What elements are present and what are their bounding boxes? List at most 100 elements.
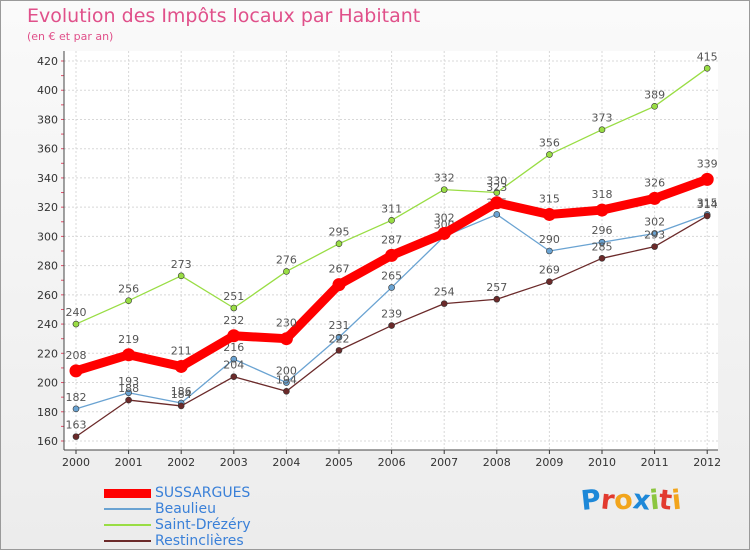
data-point-restinclieres: [125, 396, 132, 404]
data-point-saint-drezery: [546, 151, 553, 158]
y-tick-label: 200: [37, 377, 58, 390]
data-label-saint-drezery: 240: [66, 306, 87, 319]
data-label-sussargues: 302: [434, 211, 455, 224]
data-point-beaulieu: [598, 238, 606, 246]
data-label-sussargues: 208: [66, 349, 87, 362]
y-tick-label: 340: [37, 172, 58, 185]
data-label-sussargues: 219: [118, 333, 139, 346]
data-point-saint-drezery: [283, 268, 290, 275]
data-point-saint-drezery: [493, 189, 501, 196]
data-label-beaulieu: 231: [329, 319, 350, 332]
legend-label: Saint-Drézéry: [155, 517, 251, 533]
data-point-saint-drezery: [335, 240, 343, 247]
data-point-sussargues: [69, 364, 83, 378]
data-label-saint-drezery: 273: [171, 258, 192, 271]
y-tick-label: 320: [37, 201, 58, 214]
data-label-restinclieres: 285: [592, 240, 613, 253]
data-label-sussargues: 267: [329, 263, 350, 276]
x-tick-label: 2005: [325, 456, 353, 469]
data-label-saint-drezery: 389: [644, 88, 665, 101]
x-tick-label: 2007: [430, 456, 458, 469]
data-point-restinclieres: [177, 402, 185, 410]
y-tick-label: 360: [37, 143, 58, 156]
data-label-sussargues: 339: [697, 157, 718, 170]
data-label-restinclieres: 222: [329, 332, 350, 345]
data-point-sussargues: [542, 207, 556, 221]
x-tick-label: 2002: [167, 456, 195, 469]
data-point-sussargues: [279, 332, 293, 346]
data-point-beaulieu: [546, 247, 553, 255]
data-label-restinclieres: 163: [66, 419, 87, 432]
data-point-saint-drezery: [703, 65, 711, 72]
x-tick-label: 2003: [220, 456, 248, 469]
data-label-saint-drezery: 276: [276, 253, 297, 266]
x-tick-label: 2009: [535, 456, 563, 469]
x-tick-label: 2001: [115, 456, 143, 469]
data-label-sussargues: 287: [381, 233, 402, 246]
data-point-beaulieu: [125, 389, 132, 397]
legend-swatch: [104, 488, 151, 498]
logo-letter: i: [670, 484, 684, 517]
data-point-beaulieu: [230, 355, 238, 363]
data-label-restinclieres: 239: [381, 308, 402, 321]
data-point-restinclieres: [388, 322, 395, 329]
data-point-restinclieres: [493, 295, 501, 303]
y-tick-label: 180: [37, 406, 58, 419]
data-label-beaulieu: 193: [118, 375, 139, 388]
chart-subtitle: (en € et par an): [27, 30, 114, 43]
data-point-restinclieres: [703, 212, 711, 220]
data-label-sussargues: 232: [223, 314, 244, 327]
data-label-restinclieres: 257: [486, 281, 507, 294]
data-label-restinclieres: 269: [539, 264, 560, 277]
data-point-restinclieres: [546, 278, 553, 285]
data-point-sussargues: [332, 278, 346, 292]
data-label-saint-drezery: 356: [539, 137, 560, 150]
data-label-restinclieres: 314: [697, 198, 718, 211]
y-tick-label: 420: [37, 55, 58, 68]
data-point-saint-drezery: [125, 297, 132, 304]
data-point-restinclieres: [283, 388, 290, 395]
y-tick-label: 280: [37, 260, 58, 273]
data-point-beaulieu: [72, 405, 80, 413]
data-point-saint-drezery: [440, 186, 448, 193]
data-point-saint-drezery: [651, 103, 658, 110]
y-tick-label: 380: [37, 113, 58, 126]
x-tick-label: 2000: [62, 456, 90, 469]
data-point-sussargues: [437, 226, 451, 240]
data-label-restinclieres: 194: [276, 373, 297, 386]
data-point-sussargues: [648, 191, 662, 205]
y-tick-label: 300: [37, 230, 58, 243]
data-label-saint-drezery: 251: [223, 290, 244, 303]
data-point-restinclieres: [230, 373, 238, 380]
data-point-beaulieu: [651, 230, 658, 237]
legend: SUSSARGUES Beaulieu Saint-Drézéry Restincli…: [104, 485, 251, 549]
data-point-sussargues: [122, 348, 136, 362]
chart-title: Evolution des Impôts locaux par Habitant: [27, 5, 421, 27]
proxiti-logo: Proxiti: [579, 484, 684, 517]
data-label-beaulieu: 265: [381, 270, 402, 283]
data-point-sussargues: [490, 196, 504, 210]
data-point-sussargues: [227, 329, 241, 343]
data-label-restinclieres: 188: [118, 382, 139, 395]
x-tick-label: 2006: [378, 456, 406, 469]
data-point-beaulieu: [388, 284, 395, 291]
data-point-sussargues: [595, 203, 609, 217]
data-label-saint-drezery: 295: [329, 226, 350, 239]
x-tick-label: 2010: [588, 456, 616, 469]
data-label-beaulieu: 302: [644, 215, 665, 228]
x-tick-label: 2012: [693, 456, 721, 469]
legend-swatch: [104, 508, 151, 510]
data-label-sussargues: 318: [592, 188, 613, 201]
y-tick-label: 220: [37, 347, 58, 360]
data-label-sussargues: 315: [539, 192, 560, 205]
data-label-beaulieu: 296: [592, 224, 613, 237]
data-point-saint-drezery: [598, 126, 606, 133]
data-label-restinclieres: 184: [171, 388, 192, 401]
data-label-beaulieu: 200: [276, 365, 297, 378]
data-label-saint-drezery: 311: [381, 202, 402, 215]
legend-label: SUSSARGUES: [155, 485, 251, 501]
data-label-beaulieu: 186: [171, 385, 192, 398]
data-label-sussargues: 211: [171, 344, 192, 357]
